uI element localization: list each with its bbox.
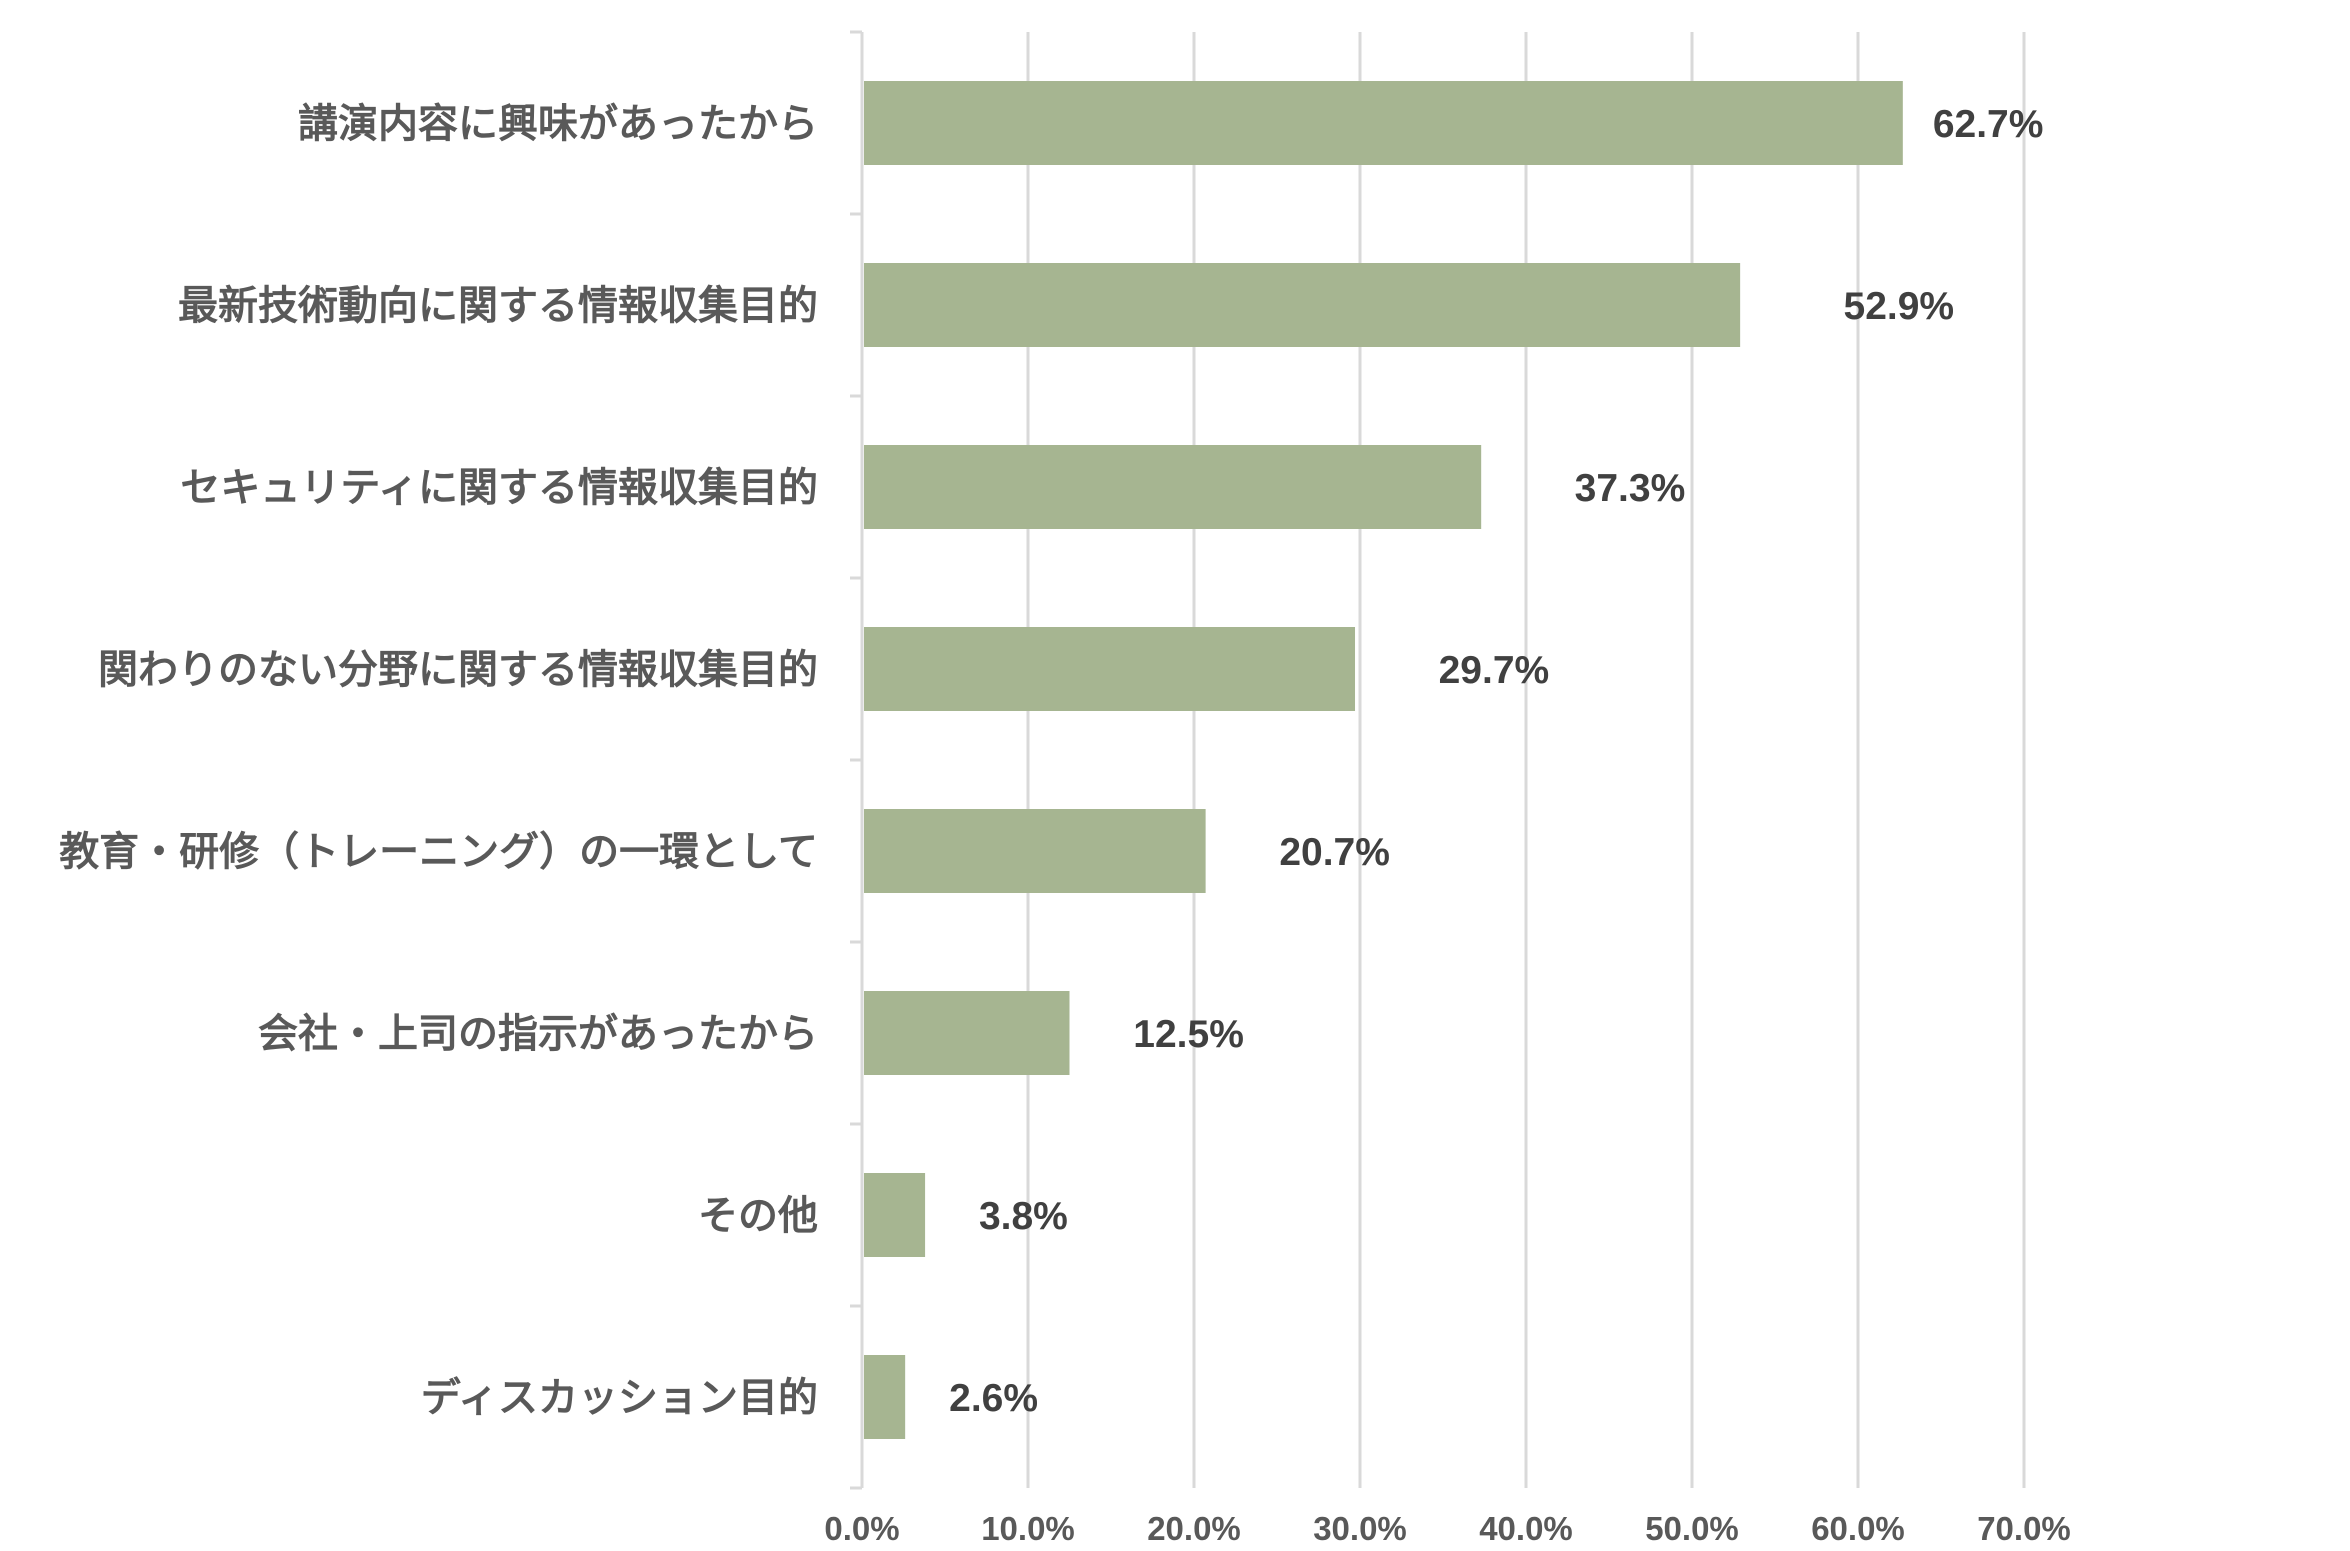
x-tick-label: 50.0% (1645, 1510, 1739, 1547)
category-axis (850, 30, 864, 1490)
data-label: 37.3% (1575, 467, 1686, 510)
bar (864, 445, 1482, 529)
bar (864, 991, 1070, 1075)
data-label: 52.9% (1844, 285, 1955, 328)
data-label: 2.6% (949, 1377, 1038, 1420)
data-label: 3.8% (979, 1195, 1068, 1238)
x-tick-label: 70.0% (1977, 1510, 2071, 1547)
data-label: 20.7% (1279, 831, 1390, 874)
value-labels: 62.7% 52.9% 37.3% 29.7% 20.7% 12.5% 3.8% 2.6% (949, 103, 2043, 1420)
bar (864, 263, 1741, 347)
x-tick-label: 40.0% (1479, 1510, 1573, 1547)
category-label: ディスカッション目的 (421, 1375, 818, 1421)
gridlines (1026, 32, 2026, 1488)
x-tick-label: 30.0% (1313, 1510, 1407, 1547)
data-label: 12.5% (1133, 1013, 1244, 1056)
category-labels: 講演内容に興味があったから最新技術動向に関する情報収集目的セキュリティに関する情… (59, 101, 818, 1421)
category-label: 関わりのない分野に関する情報収集目的 (98, 647, 818, 693)
category-label: 会社・上司の指示があったから (258, 1011, 818, 1057)
x-tick-label: 10.0% (981, 1510, 1075, 1547)
x-tick-label: 0.0% (824, 1510, 899, 1547)
bars (864, 81, 1903, 1439)
x-tick-label: 60.0% (1811, 1510, 1905, 1547)
category-label: その他 (698, 1193, 818, 1239)
category-label: 最新技術動向に関する情報収集目的 (178, 283, 818, 329)
bar (864, 1173, 926, 1257)
category-label: 教育・研修（トレーニング）の一環として (59, 829, 818, 875)
category-label: セキュリティに関する情報収集目的 (180, 465, 818, 511)
bar (864, 809, 1206, 893)
data-label: 29.7% (1439, 649, 1550, 692)
x-tick-labels: 0.0% 10.0% 20.0% 30.0% 40.0% 50.0% 60.0% 70.0% (824, 1510, 2070, 1547)
bar (864, 1355, 906, 1439)
data-label: 62.7% (1933, 103, 2044, 146)
bar (864, 627, 1356, 711)
bar (864, 81, 1903, 165)
category-label: 講演内容に興味があったから (298, 101, 818, 147)
x-tick-label: 20.0% (1147, 1510, 1241, 1547)
